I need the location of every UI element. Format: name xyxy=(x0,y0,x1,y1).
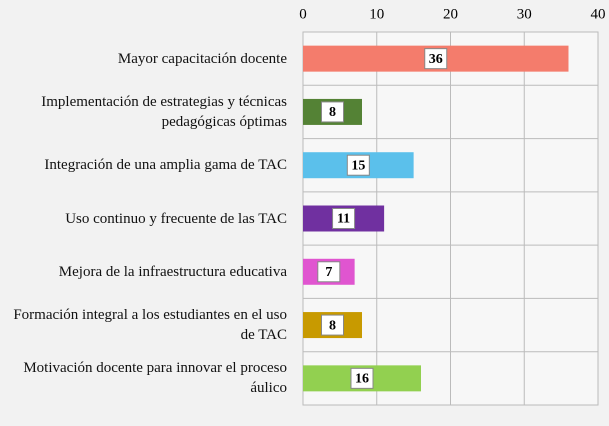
category-label: Implementación de estrategias y técnicas… xyxy=(41,93,287,130)
value-label: 8 xyxy=(329,318,336,333)
category-label: Integración de una amplia gama de TAC xyxy=(44,157,287,174)
value-label-box xyxy=(317,261,341,283)
category-label: Uso continuo y frecuente de las TAC xyxy=(65,210,287,227)
value-label: 7 xyxy=(325,265,332,280)
value-label-box xyxy=(332,208,356,229)
value-label: 11 xyxy=(337,212,350,227)
category-label: Mejora de la infraestructura educativa xyxy=(58,263,287,280)
value-label-box xyxy=(424,48,448,70)
category-label: Formación integral a los estudiantes en … xyxy=(13,307,287,344)
value-label: 16 xyxy=(355,372,369,387)
x-tick-label: 10 xyxy=(369,6,384,22)
x-tick-label: 20 xyxy=(443,6,458,22)
value-label-box xyxy=(346,154,370,176)
value-label-box xyxy=(350,367,374,389)
x-tick-label: 30 xyxy=(517,6,532,22)
value-label: 15 xyxy=(351,158,365,173)
value-label-box xyxy=(321,101,344,123)
category-label: Motivación docente para innovar el proce… xyxy=(23,360,287,397)
value-label: 8 xyxy=(329,105,336,120)
category-label: Mayor capacitación docente xyxy=(117,50,287,67)
x-tick-label: 0 xyxy=(299,6,307,22)
value-label-box xyxy=(321,314,344,336)
value-label: 36 xyxy=(429,52,443,67)
x-tick-label: 40 xyxy=(591,6,606,22)
